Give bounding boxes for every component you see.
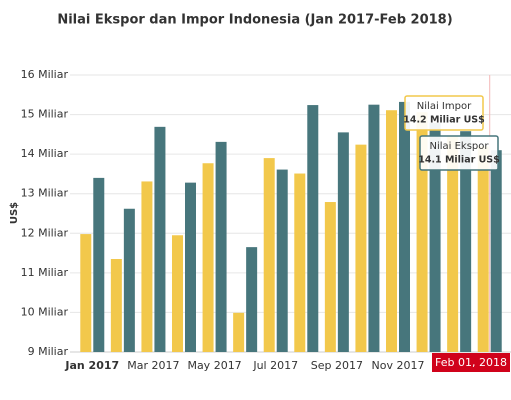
- bar: [399, 101, 410, 352]
- bar: [477, 146, 489, 352]
- x-tick-label: Sep 2017: [311, 359, 363, 372]
- bar: [294, 173, 306, 352]
- tooltip-box: [419, 135, 499, 171]
- y-tick-label: 13 Miliar: [21, 187, 69, 200]
- tooltip-series-name: Nilai Impor: [417, 101, 472, 112]
- bar: [416, 112, 428, 352]
- bar: [246, 247, 258, 352]
- crosshair-label-box: [432, 353, 510, 372]
- bar: [490, 150, 502, 352]
- bar: [386, 110, 397, 353]
- bar: [110, 259, 122, 352]
- chart-title: Nilai Ekspor dan Impor Indonesia (Jan 20…: [57, 13, 452, 28]
- bar: [233, 312, 245, 352]
- bar: [355, 144, 367, 352]
- y-tick-label: 10 Miliar: [21, 305, 69, 318]
- bar: [185, 182, 196, 352]
- bar: [123, 208, 135, 352]
- tooltip-value: 14.1 Miliar US$: [418, 155, 500, 166]
- x-tick-label: Jan 2017: [64, 359, 119, 372]
- bar: [93, 177, 105, 352]
- x-tick-label: Mar 2017: [127, 359, 179, 372]
- bar: [429, 122, 441, 352]
- bar: [141, 181, 153, 352]
- tooltip-box: [404, 95, 484, 131]
- y-tick-label: 14 Miliar: [21, 147, 69, 160]
- y-tick-label: 11 Miliar: [21, 266, 69, 279]
- crosshair-label: Feb 01, 2018: [435, 356, 507, 369]
- bar: [263, 158, 275, 352]
- bar: [172, 235, 183, 352]
- bar: [447, 135, 459, 352]
- bar: [154, 126, 166, 353]
- bar: [276, 169, 288, 352]
- x-tick-label: Jul 2017: [252, 359, 298, 372]
- tooltip-value: 14.2 Miliar US$: [403, 115, 485, 126]
- y-tick-label: 15 Miliar: [21, 108, 69, 121]
- y-tick-label: 16 Miliar: [21, 68, 69, 81]
- x-tick-label: May 2017: [187, 359, 241, 372]
- bar: [202, 163, 214, 352]
- y-tick-label: 9 Miliar: [28, 345, 69, 358]
- bar: [215, 141, 227, 352]
- bar: [460, 131, 472, 352]
- bar: [324, 202, 336, 352]
- y-axis-label: US$: [9, 202, 20, 224]
- bar: [337, 132, 349, 352]
- x-tick-label: Nov 2017: [372, 359, 425, 372]
- bar: [80, 234, 92, 352]
- y-tick-label: 12 Miliar: [21, 226, 69, 239]
- bar: [368, 104, 380, 352]
- tooltip-series-name: Nilai Ekspor: [429, 141, 489, 152]
- bar: [307, 105, 319, 353]
